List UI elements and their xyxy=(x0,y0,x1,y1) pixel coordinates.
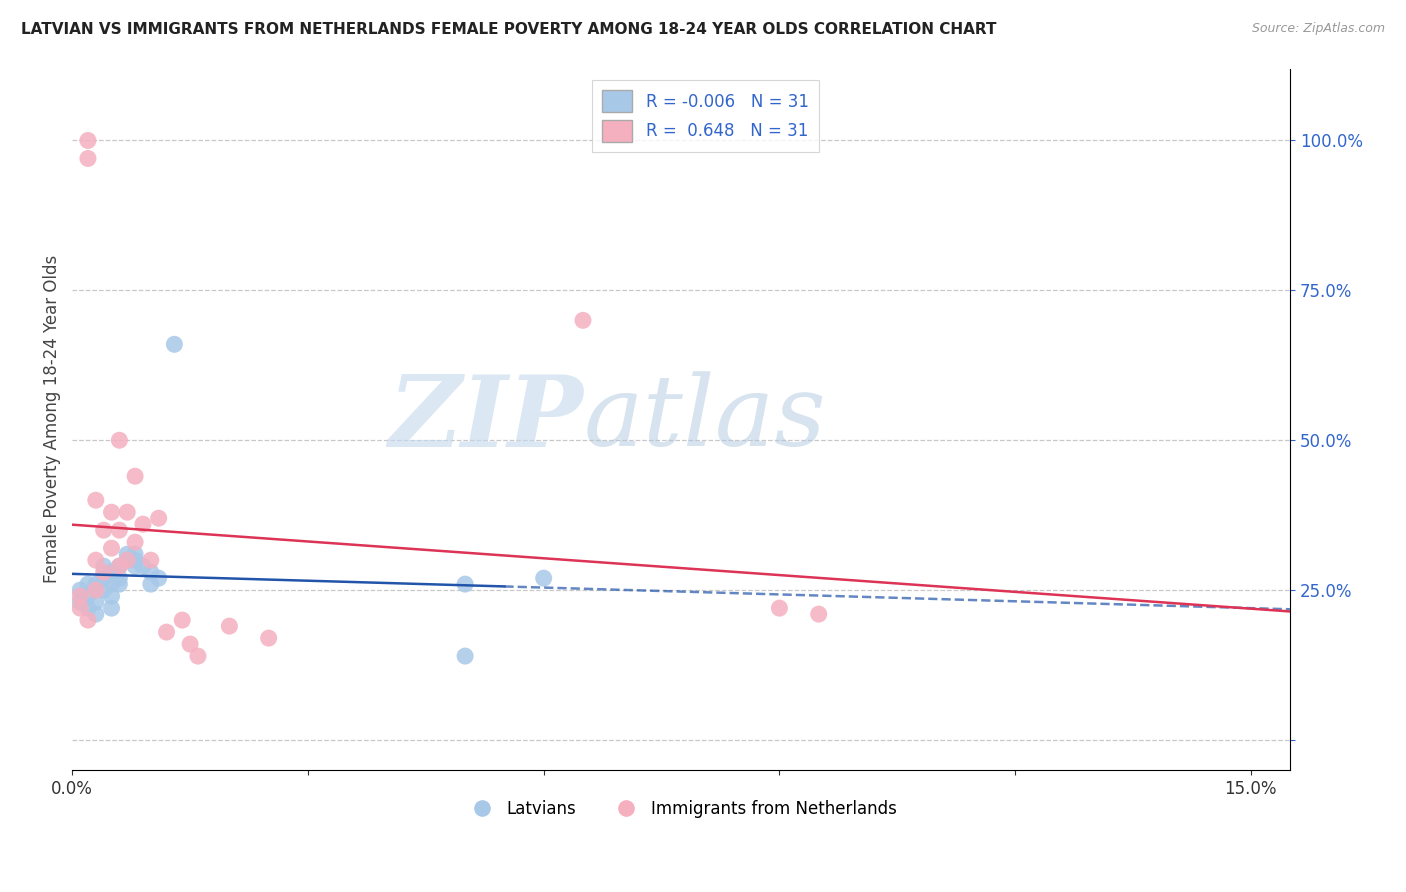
Point xyxy=(77,577,100,591)
Point xyxy=(108,571,131,585)
Text: LATVIAN VS IMMIGRANTS FROM NETHERLANDS FEMALE POVERTY AMONG 18-24 YEAR OLDS CORR: LATVIAN VS IMMIGRANTS FROM NETHERLANDS F… xyxy=(21,22,997,37)
Point xyxy=(84,493,107,508)
Point xyxy=(77,152,100,166)
Point xyxy=(115,505,138,519)
Y-axis label: Female Poverty Among 18-24 Year Olds: Female Poverty Among 18-24 Year Olds xyxy=(44,255,60,583)
Point xyxy=(139,565,162,579)
Point xyxy=(77,601,100,615)
Point xyxy=(108,577,131,591)
Point xyxy=(84,607,107,621)
Point xyxy=(108,434,131,448)
Point xyxy=(124,535,146,549)
Point xyxy=(115,553,138,567)
Point xyxy=(124,547,146,561)
Point xyxy=(93,583,115,598)
Point xyxy=(69,589,91,603)
Point xyxy=(84,577,107,591)
Point xyxy=(124,559,146,574)
Point xyxy=(69,583,91,598)
Point xyxy=(100,565,122,579)
Point xyxy=(257,631,280,645)
Point xyxy=(148,511,170,525)
Point xyxy=(77,613,100,627)
Point xyxy=(93,565,115,579)
Legend: Latvians, Immigrants from Netherlands: Latvians, Immigrants from Netherlands xyxy=(458,794,904,825)
Point xyxy=(100,505,122,519)
Point xyxy=(172,613,194,627)
Text: atlas: atlas xyxy=(583,372,827,467)
Point xyxy=(132,559,155,574)
Point xyxy=(100,601,122,615)
Point xyxy=(108,559,131,574)
Text: Source: ZipAtlas.com: Source: ZipAtlas.com xyxy=(1251,22,1385,36)
Point xyxy=(93,571,115,585)
Point xyxy=(454,649,477,664)
Point xyxy=(179,637,201,651)
Point xyxy=(108,559,131,574)
Point xyxy=(187,649,209,664)
Point xyxy=(124,553,146,567)
Point xyxy=(115,547,138,561)
Point xyxy=(93,523,115,537)
Point xyxy=(69,601,91,615)
Point xyxy=(132,517,155,532)
Text: ZIP: ZIP xyxy=(389,371,583,467)
Point xyxy=(572,313,595,327)
Point xyxy=(100,589,122,603)
Point xyxy=(84,553,107,567)
Point xyxy=(155,625,177,640)
Point xyxy=(148,571,170,585)
Point xyxy=(124,469,146,483)
Point xyxy=(84,595,107,609)
Point xyxy=(100,541,122,556)
Point xyxy=(218,619,240,633)
Point xyxy=(139,577,162,591)
Point xyxy=(454,577,477,591)
Point xyxy=(807,607,830,621)
Point xyxy=(139,553,162,567)
Point xyxy=(84,583,107,598)
Point xyxy=(163,337,186,351)
Point xyxy=(77,133,100,147)
Point xyxy=(93,559,115,574)
Point xyxy=(77,589,100,603)
Point xyxy=(768,601,790,615)
Point xyxy=(100,577,122,591)
Point xyxy=(533,571,555,585)
Point xyxy=(69,595,91,609)
Point xyxy=(108,523,131,537)
Point xyxy=(115,553,138,567)
